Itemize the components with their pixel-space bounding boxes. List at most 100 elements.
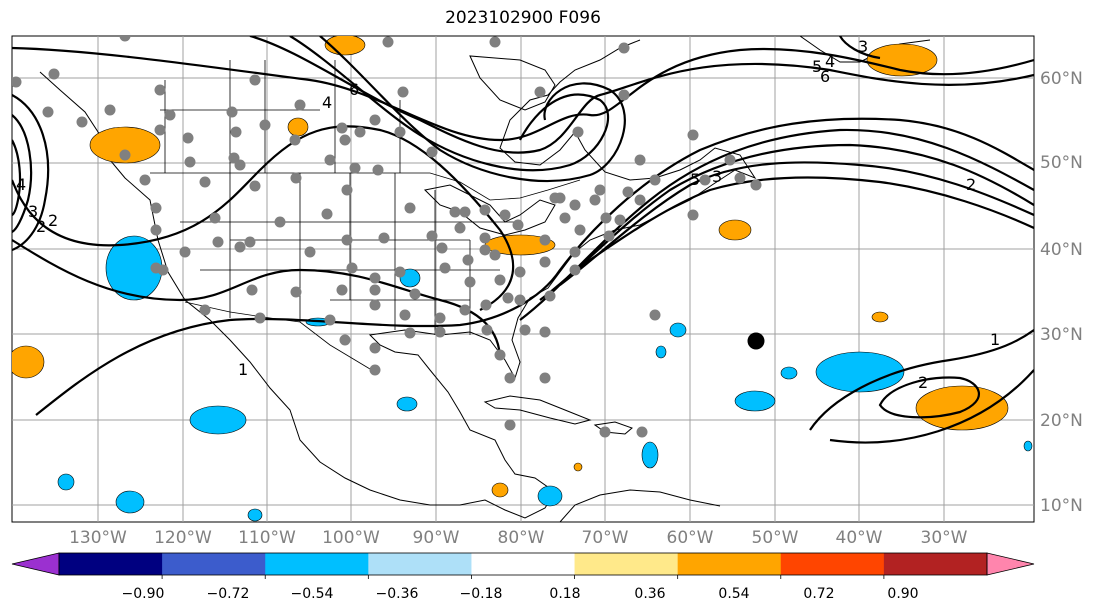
lat-label: 20°N (1040, 411, 1083, 431)
station-marker (724, 154, 736, 166)
station-marker (436, 242, 448, 254)
anomaly-region (780, 366, 798, 380)
contour-line (12, 125, 515, 311)
contour-line (539, 143, 1034, 301)
station-marker (618, 42, 630, 54)
station-marker (449, 206, 461, 218)
contour-line (12, 94, 50, 252)
colorbar-segment (59, 553, 163, 575)
station-marker (514, 294, 526, 306)
station-marker (234, 241, 246, 253)
station-marker (734, 172, 746, 184)
anomaly-region (718, 219, 752, 241)
contour-line (559, 161, 1034, 286)
contour-line (12, 114, 33, 233)
contour-label: 1 (990, 330, 1000, 349)
highlight-marker (747, 332, 765, 350)
station-marker (502, 292, 514, 304)
station-marker (336, 122, 348, 134)
latitude-labels: 60°N 50°N 40°N 30°N 20°N 10°N (1040, 69, 1083, 516)
station-marker (454, 222, 466, 234)
colorbar-tick-label: 0.72 (803, 586, 834, 602)
colorbar-extend-high (986, 552, 1035, 576)
station-marker (494, 274, 506, 286)
station-marker (321, 208, 333, 220)
station-marker (254, 312, 266, 324)
station-marker (290, 286, 302, 298)
station-marker (504, 419, 516, 431)
contour-line (878, 376, 981, 419)
station-marker (600, 212, 612, 224)
contour-lines (12, 36, 1034, 444)
contour-line (12, 139, 22, 216)
station-marker (594, 184, 606, 196)
station-marker (462, 254, 474, 266)
station-marker (104, 104, 116, 116)
colorbar-segment (883, 553, 988, 575)
station-marker (504, 372, 516, 384)
station-marker (750, 179, 762, 191)
station-marker (603, 230, 615, 242)
station-marker (687, 129, 699, 141)
great-lakes-outline (423, 184, 556, 236)
lon-label: 110°W (238, 528, 296, 548)
station-marker (534, 86, 546, 98)
hudson-bay-coast (469, 55, 556, 111)
station-marker (378, 232, 390, 244)
contour-label: 5 (812, 57, 822, 76)
station-marker (259, 119, 271, 131)
station-marker (699, 174, 711, 186)
lon-label: 40°W (836, 528, 883, 548)
anomaly-region (115, 490, 145, 514)
station-marker (150, 224, 162, 236)
station-marker (249, 180, 261, 192)
station-marker (479, 244, 491, 256)
colorbar-tick-label: 0.90 (887, 586, 918, 602)
contour-label: 1 (238, 360, 248, 379)
colorbar-frame (58, 552, 988, 576)
colorbar-segment (677, 553, 782, 575)
lon-label: 50°W (752, 528, 799, 548)
station-marker (274, 216, 286, 228)
negative-anomaly-regions (57, 235, 1033, 522)
colorbar-segment (265, 553, 369, 575)
station-marker (341, 234, 353, 246)
station-marker (649, 174, 661, 186)
station-marker (489, 249, 501, 261)
station-marker (514, 266, 526, 278)
station-marker (244, 236, 256, 248)
lon-label: 100°W (322, 528, 380, 548)
station-marker (464, 276, 476, 288)
contour-label: 2 (966, 175, 976, 194)
colorbar-tick-label: 0.36 (634, 586, 665, 602)
lon-label: 130°W (69, 528, 127, 548)
station-marker (539, 234, 551, 246)
station-marker (164, 109, 176, 121)
station-marker (409, 288, 421, 300)
station-marker (394, 266, 406, 278)
station-marker (184, 156, 196, 168)
contour-label: 6 (349, 80, 359, 99)
anomaly-region (12, 345, 45, 379)
station-marker (614, 214, 626, 226)
station-marker (394, 126, 406, 138)
station-marker (150, 202, 162, 214)
south-america-coast (559, 489, 721, 522)
station-marker (249, 74, 261, 86)
anomaly-region (1023, 440, 1033, 452)
station-marker (459, 304, 471, 316)
colorbar-tick-label: −0.36 (376, 586, 419, 602)
anomaly-region (641, 441, 659, 469)
station-marker (622, 186, 634, 198)
anomaly-region (655, 345, 667, 359)
station-marker (589, 194, 601, 206)
colorbar-tick-label: 0.54 (718, 586, 749, 602)
colorbar: −0.90 −0.72 −0.54 −0.36 −0.18 0.18 0.36 … (11, 552, 1035, 602)
station-marker (426, 146, 438, 158)
us-canada-border (150, 172, 581, 201)
colorbar-tick-label: −0.72 (207, 586, 250, 602)
station-marker (119, 36, 131, 42)
contour-line (574, 176, 1034, 271)
station-marker (304, 246, 316, 258)
